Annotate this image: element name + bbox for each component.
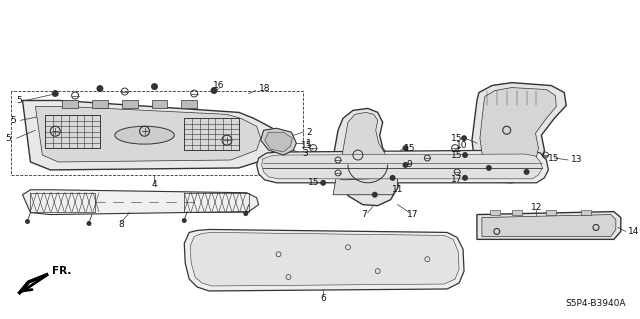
Text: 7: 7 (361, 210, 367, 219)
Circle shape (211, 87, 218, 94)
Circle shape (86, 221, 92, 226)
Polygon shape (190, 233, 459, 286)
Text: 15: 15 (451, 151, 463, 160)
Text: 10: 10 (456, 141, 468, 150)
Text: FR.: FR. (52, 266, 72, 276)
Polygon shape (342, 112, 392, 194)
Circle shape (461, 135, 467, 141)
Text: 5: 5 (11, 116, 17, 125)
Text: 17: 17 (451, 175, 463, 184)
Polygon shape (19, 286, 31, 294)
Polygon shape (477, 211, 621, 239)
Circle shape (182, 218, 187, 223)
Polygon shape (181, 100, 197, 108)
Polygon shape (262, 154, 543, 179)
Text: 8: 8 (119, 220, 125, 229)
Text: 1: 1 (307, 139, 312, 148)
Polygon shape (92, 100, 108, 108)
Text: 5: 5 (17, 96, 22, 105)
Text: 15: 15 (451, 134, 463, 143)
Polygon shape (122, 100, 138, 108)
Text: 3: 3 (302, 149, 308, 158)
Circle shape (243, 211, 248, 216)
Circle shape (151, 83, 158, 90)
Circle shape (403, 162, 408, 168)
Circle shape (486, 165, 492, 171)
Text: 18: 18 (259, 84, 270, 93)
Text: 15: 15 (301, 141, 312, 150)
Text: 6: 6 (320, 294, 326, 303)
Text: 15: 15 (404, 144, 415, 152)
Polygon shape (480, 88, 556, 177)
Circle shape (372, 192, 378, 198)
Text: 17: 17 (406, 210, 418, 219)
Circle shape (25, 219, 30, 224)
Text: 13: 13 (571, 155, 582, 165)
Circle shape (320, 180, 326, 186)
Polygon shape (472, 83, 566, 183)
Polygon shape (264, 132, 292, 152)
Circle shape (403, 145, 408, 151)
Polygon shape (333, 108, 397, 206)
Circle shape (390, 175, 396, 181)
Text: 5: 5 (6, 134, 12, 143)
Circle shape (462, 152, 468, 158)
Polygon shape (490, 210, 500, 215)
Polygon shape (257, 150, 548, 183)
Polygon shape (333, 158, 397, 195)
Polygon shape (581, 210, 591, 215)
Polygon shape (152, 100, 168, 108)
Polygon shape (511, 210, 522, 215)
Text: 12: 12 (531, 203, 542, 212)
Text: S5P4-B3940A: S5P4-B3940A (565, 299, 626, 308)
Polygon shape (260, 128, 296, 155)
Polygon shape (547, 210, 556, 215)
Text: 11: 11 (392, 185, 403, 194)
Circle shape (52, 90, 59, 97)
Text: 14: 14 (628, 227, 639, 236)
Ellipse shape (115, 126, 174, 144)
Text: 9: 9 (406, 160, 412, 169)
Polygon shape (62, 100, 78, 108)
Polygon shape (22, 190, 259, 215)
Circle shape (97, 85, 104, 92)
Text: 15: 15 (548, 153, 560, 162)
Text: 16: 16 (213, 81, 225, 90)
Text: 4: 4 (152, 180, 157, 189)
Circle shape (524, 169, 529, 175)
Polygon shape (22, 100, 276, 170)
Polygon shape (482, 215, 616, 236)
Circle shape (462, 175, 468, 181)
Polygon shape (35, 107, 260, 162)
Text: 2: 2 (307, 128, 312, 137)
Text: 15: 15 (308, 178, 320, 187)
Polygon shape (184, 229, 464, 291)
